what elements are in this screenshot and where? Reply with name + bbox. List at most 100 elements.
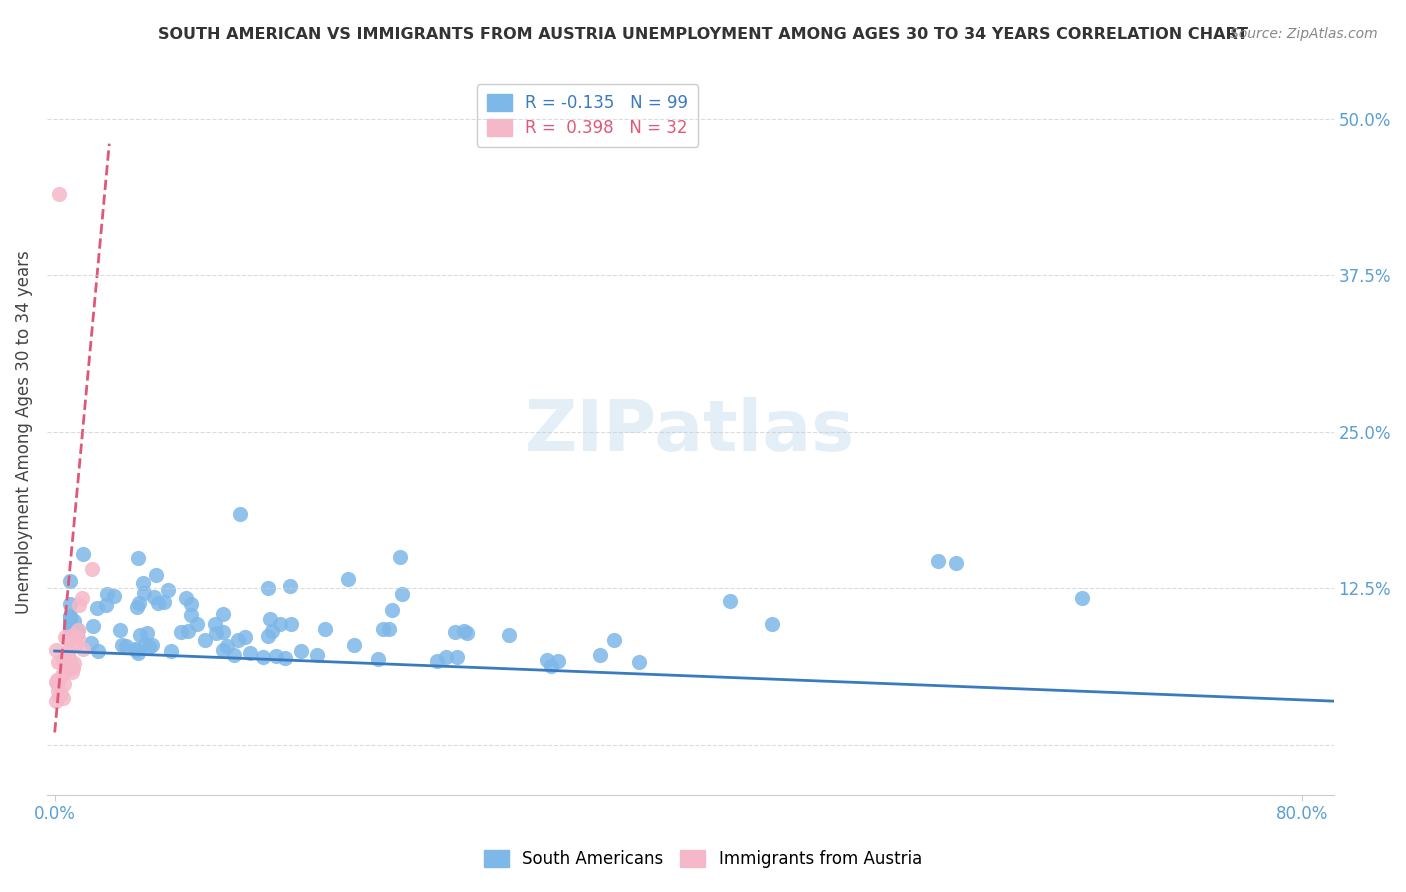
Point [498,627,520,641]
Point [58,650,80,665]
Point [62,661,84,675]
Point [59,622,82,636]
Point [143,590,166,604]
Point [62,656,84,670]
Point [446,650,468,665]
Point [66,623,89,637]
Point [252,649,274,664]
Point [65,628,87,642]
Point [256,629,278,643]
Text: ZIPatlas: ZIPatlas [524,397,855,467]
Point [56,643,79,657]
Text: SOUTH AMERICAN VS IMMIGRANTS FROM AUSTRIA UNEMPLOYMENT AMONG AGES 30 TO 34 YEARS: SOUTH AMERICAN VS IMMIGRANTS FROM AUSTRI… [157,27,1249,42]
Point [59,608,82,623]
Point [45,674,67,689]
Point [266,649,288,664]
Point [127,550,149,565]
Point [59,656,82,670]
Point [46,675,69,690]
Point [132,576,155,591]
Point [761,617,783,632]
Point [211,607,233,622]
Point [603,632,626,647]
Point [426,655,449,669]
Point [111,638,134,652]
Point [278,579,301,593]
Point [239,646,262,660]
Point [48,684,70,698]
Point [66,631,89,645]
Point [67,598,90,612]
Point [56,662,79,676]
Point [536,652,558,666]
Point [547,654,569,668]
Point [52,677,75,691]
Point [66,626,89,640]
Point [280,616,302,631]
Point [108,623,131,637]
Point [186,617,208,632]
Point [343,638,366,652]
Point [180,608,202,623]
Point [373,622,395,636]
Point [138,640,160,654]
Point [52,690,75,705]
Point [456,625,478,640]
Point [174,591,197,605]
Point [391,587,413,601]
Point [46,655,69,669]
Point [45,643,67,657]
Point [49,687,72,701]
Point [222,648,245,663]
Point [124,642,146,657]
Point [96,598,118,612]
Point [1071,591,1094,605]
Point [63,614,86,628]
Point [262,624,284,638]
Point [134,637,156,651]
Point [79,636,101,650]
Point [62,627,84,641]
Point [540,659,562,673]
Point [72,591,94,605]
Point [59,612,82,626]
Point [290,644,312,658]
Point [160,643,183,657]
Point [274,650,297,665]
Point [177,624,200,639]
Point [145,568,167,582]
Point [927,554,949,568]
Point [194,633,217,648]
Point [337,572,360,586]
Point [305,648,328,663]
Point [628,656,651,670]
Point [53,630,76,644]
Point [67,623,90,637]
Point [217,639,239,653]
Point [235,630,257,644]
Point [589,648,612,663]
Point [180,597,202,611]
Point [212,624,235,639]
Point [48,689,70,703]
Point [945,557,967,571]
Point [381,602,404,616]
Point [135,626,157,640]
Point [128,596,150,610]
Point [60,665,83,679]
Point [129,628,152,642]
Point [45,694,67,708]
Point [125,643,148,657]
Point [82,618,104,632]
Point [256,581,278,595]
Point [134,585,156,599]
Point [127,646,149,660]
Point [153,595,176,609]
Point [59,597,82,611]
Point [170,625,193,640]
Y-axis label: Unemployment Among Ages 30 to 34 years: Unemployment Among Ages 30 to 34 years [15,250,32,614]
Point [205,625,228,640]
Point [56,645,79,659]
Point [59,617,82,632]
Point [86,600,108,615]
